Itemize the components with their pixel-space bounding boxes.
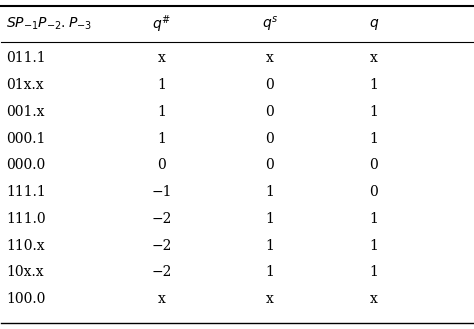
Text: 011.1: 011.1 xyxy=(6,51,46,65)
Text: 1: 1 xyxy=(369,266,378,279)
Text: 0: 0 xyxy=(157,159,166,172)
Text: 100.0: 100.0 xyxy=(6,292,46,306)
Text: 111.1: 111.1 xyxy=(6,185,46,199)
Text: −1: −1 xyxy=(151,185,172,199)
Text: 1: 1 xyxy=(369,132,378,146)
Text: 0: 0 xyxy=(265,132,274,146)
Text: x: x xyxy=(266,292,274,306)
Text: 01x.x: 01x.x xyxy=(6,78,44,92)
Text: 0: 0 xyxy=(265,159,274,172)
Text: 1: 1 xyxy=(369,78,378,92)
Text: 0: 0 xyxy=(369,185,378,199)
Text: x: x xyxy=(158,292,165,306)
Text: 1: 1 xyxy=(157,105,166,119)
Text: 0: 0 xyxy=(369,159,378,172)
Text: 110.x: 110.x xyxy=(6,239,45,253)
Text: 0: 0 xyxy=(265,78,274,92)
Text: −2: −2 xyxy=(151,239,172,253)
Text: $SP_{-1}P_{-2}.P_{-3}$: $SP_{-1}P_{-2}.P_{-3}$ xyxy=(6,16,92,33)
Text: 1: 1 xyxy=(157,132,166,146)
Text: $q$: $q$ xyxy=(368,17,379,32)
Text: 1: 1 xyxy=(369,105,378,119)
Text: 1: 1 xyxy=(265,185,274,199)
Text: 001.x: 001.x xyxy=(6,105,45,119)
Text: x: x xyxy=(370,51,378,65)
Text: $q^{s}$: $q^{s}$ xyxy=(262,15,278,34)
Text: 000.0: 000.0 xyxy=(6,159,46,172)
Text: 1: 1 xyxy=(265,266,274,279)
Text: −2: −2 xyxy=(151,212,172,226)
Text: 000.1: 000.1 xyxy=(6,132,46,146)
Text: x: x xyxy=(266,51,274,65)
Text: 0: 0 xyxy=(265,105,274,119)
Text: 1: 1 xyxy=(369,212,378,226)
Text: 1: 1 xyxy=(369,239,378,253)
Text: x: x xyxy=(158,51,165,65)
Text: x: x xyxy=(370,292,378,306)
Text: 10x.x: 10x.x xyxy=(6,266,44,279)
Text: $q^{\#}$: $q^{\#}$ xyxy=(152,13,171,35)
Text: 1: 1 xyxy=(157,78,166,92)
Text: 1: 1 xyxy=(265,239,274,253)
Text: 1: 1 xyxy=(265,212,274,226)
Text: 111.0: 111.0 xyxy=(6,212,46,226)
Text: −2: −2 xyxy=(151,266,172,279)
